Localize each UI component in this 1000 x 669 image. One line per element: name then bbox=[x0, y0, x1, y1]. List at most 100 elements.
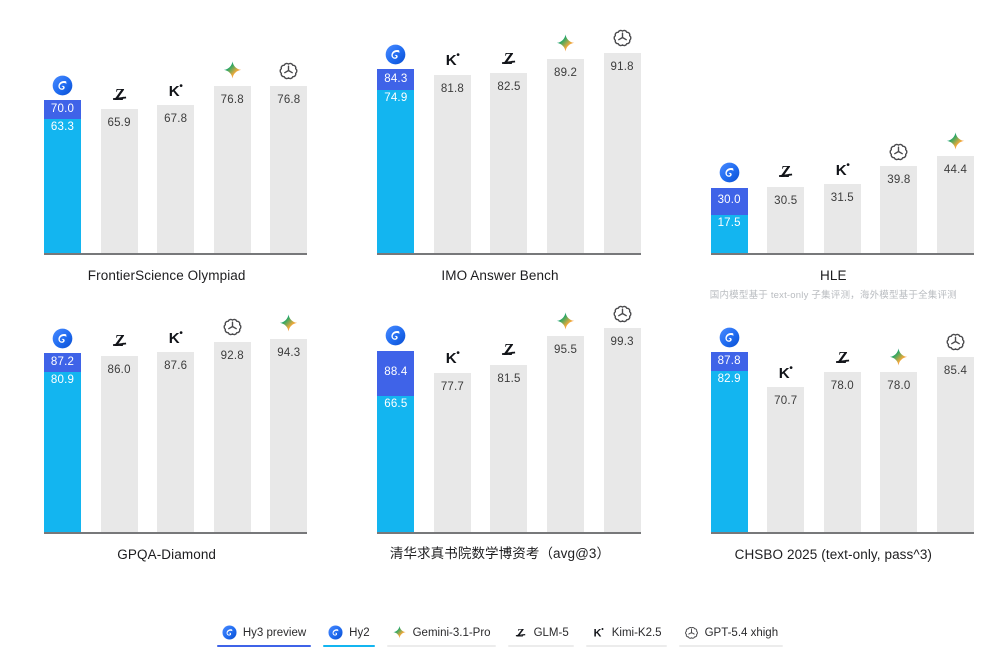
bar-gray: 70.7 K bbox=[767, 364, 805, 532]
bar-column[interactable]: 89.2 bbox=[547, 34, 585, 253]
glm-z-icon: Z bbox=[108, 83, 130, 105]
bar-segment-hy3: 30.0 bbox=[710, 187, 748, 215]
svg-text:Z: Z bbox=[516, 626, 524, 639]
bar-column[interactable]: 92.8 bbox=[213, 319, 251, 532]
bar-value: 78.0 bbox=[887, 380, 911, 393]
axis-baseline bbox=[44, 253, 308, 255]
bar-column[interactable]: 81.8 K bbox=[433, 35, 471, 253]
bar-column[interactable]: 30.5 Z bbox=[767, 35, 805, 253]
bar-group: 87.8 82.9 70.7 K 78.0 Z 78.0 85.4 bbox=[710, 327, 974, 532]
legend-item[interactable]: Hy3 preview bbox=[211, 625, 317, 647]
bar-column[interactable]: 30.0 17.5 bbox=[710, 35, 748, 253]
chart-panel: 84.3 74.9 81.8 K 82.5 Z 89.2 91.8 IMO Answer Ben… bbox=[333, 0, 666, 305]
bar-column[interactable]: 31.5 K bbox=[823, 35, 861, 253]
bar-value: 86.0 bbox=[107, 363, 131, 376]
bar-gray: 95.5 bbox=[547, 312, 585, 532]
bar-gray: 39.8 bbox=[880, 143, 918, 253]
axis-baseline bbox=[377, 532, 641, 534]
legend-item[interactable]: Gemini-3.1-Pro bbox=[381, 625, 502, 647]
bar-column[interactable]: 99.3 bbox=[603, 305, 641, 532]
bar-column[interactable]: 95.5 bbox=[547, 312, 585, 532]
bar-value-hy3: 30.0 bbox=[717, 194, 741, 207]
bar-value: 91.8 bbox=[610, 60, 634, 73]
bar-gray: 65.9 Z bbox=[100, 85, 138, 253]
chart-panel: 70.0 63.3 65.9 Z 67.8 K 76.8 76.8 FrontierScienc… bbox=[0, 0, 333, 305]
svg-text:K: K bbox=[446, 52, 457, 69]
bar-column[interactable]: 70.0 63.3 bbox=[44, 35, 81, 253]
bar-value: 81.8 bbox=[440, 82, 464, 95]
axis-baseline bbox=[44, 532, 308, 534]
bar-value: 95.5 bbox=[553, 344, 578, 357]
axis-baseline bbox=[710, 253, 974, 255]
bar-group: 30.0 17.5 30.5 Z 31.5 K 39.8 44.4 bbox=[710, 35, 974, 253]
bar-value: 44.4 bbox=[943, 164, 968, 177]
openai-icon bbox=[944, 331, 966, 353]
bar-gray: 77.7 K bbox=[433, 350, 471, 532]
svg-text:K: K bbox=[169, 330, 180, 347]
glm-z-icon: Z bbox=[498, 339, 520, 361]
bar-column[interactable]: 87.8 82.9 bbox=[710, 327, 748, 532]
hunyuan-icon bbox=[385, 325, 407, 347]
bar-value: 70.7 bbox=[774, 395, 798, 408]
legend-item[interactable]: Z GLM-5 bbox=[502, 625, 580, 647]
bar-column[interactable]: 84.3 74.9 bbox=[377, 35, 415, 253]
legend-underline bbox=[585, 645, 667, 647]
legend: Hy3 preview Hy2 Gemini-3.1-Pro Z GLM-5 K Kimi-… bbox=[0, 625, 1000, 647]
bar-column[interactable]: 70.7 K bbox=[767, 327, 805, 532]
bar-segment-hy2: 17.5 bbox=[710, 214, 748, 253]
bar-value-hy2: 74.9 bbox=[384, 91, 408, 104]
gemini-sparkle-icon bbox=[555, 310, 577, 332]
glm-z-icon: Z bbox=[775, 161, 797, 183]
bar-column[interactable]: 76.8 bbox=[213, 35, 251, 253]
bar-gray: 87.6 K bbox=[157, 330, 195, 532]
glm-z-icon: Z bbox=[108, 330, 130, 352]
bar-stacked-hunyuan: 87.2 80.9 bbox=[44, 328, 81, 532]
bar-value: 81.5 bbox=[497, 372, 521, 385]
bar-gray: 76.8 bbox=[213, 61, 251, 253]
openai-icon bbox=[611, 27, 633, 49]
bar-column[interactable]: 77.7 K bbox=[433, 327, 471, 532]
bar-gray: 85.4 bbox=[936, 334, 974, 532]
bar-column[interactable]: 88.4 66.5 bbox=[377, 325, 415, 532]
bar-segment-hy3: 70.0 bbox=[44, 100, 81, 120]
hunyuan-icon bbox=[222, 625, 237, 640]
legend-underline bbox=[386, 645, 496, 647]
bar-stacked-hunyuan: 87.8 82.9 bbox=[710, 327, 748, 532]
bar-group: 88.4 66.5 77.7 K 81.5 Z 95.5 99.3 bbox=[377, 305, 641, 532]
axis-baseline bbox=[710, 532, 974, 534]
bar-column[interactable]: 76.8 bbox=[270, 35, 308, 253]
legend-label: Hy3 preview bbox=[242, 626, 307, 639]
legend-label: GPT-5.4 xhigh bbox=[704, 626, 779, 639]
bar-gray: 92.8 bbox=[213, 319, 251, 532]
bar-column[interactable]: 91.8 bbox=[603, 30, 641, 253]
openai-icon bbox=[278, 60, 300, 82]
chart-title: IMO Answer Bench bbox=[441, 268, 559, 283]
legend-item[interactable]: K Kimi-K2.5 bbox=[580, 625, 673, 647]
bar-column[interactable]: 85.4 bbox=[936, 327, 974, 532]
legend-label: Gemini-3.1-Pro bbox=[412, 626, 491, 639]
bar-column[interactable]: 81.5 Z bbox=[490, 327, 528, 532]
bar-column[interactable]: 86.0 Z bbox=[100, 327, 138, 532]
bar-value: 87.6 bbox=[164, 360, 188, 373]
bar-column[interactable]: 78.0 bbox=[880, 327, 918, 532]
bar-value: 76.8 bbox=[220, 93, 244, 106]
bar-column[interactable]: 44.4 bbox=[936, 35, 974, 253]
gemini-sparkle-icon bbox=[888, 346, 910, 368]
bar-column[interactable]: 65.9 Z bbox=[100, 35, 138, 253]
bar-gray: 76.8 bbox=[270, 62, 308, 253]
bar-value-hy3: 84.3 bbox=[384, 72, 408, 85]
plot-area: 87.8 82.9 70.7 K 78.0 Z 78.0 85.4 bbox=[710, 327, 974, 534]
bar-column[interactable]: 78.0 Z bbox=[823, 327, 861, 532]
plot-area: 88.4 66.5 77.7 K 81.5 Z 95.5 99.3 bbox=[377, 305, 641, 534]
bar-column[interactable]: 94.3 bbox=[270, 314, 308, 532]
bar-value: 65.9 bbox=[107, 117, 131, 130]
bar-column[interactable]: 87.6 K bbox=[157, 327, 195, 532]
bar-column[interactable]: 67.8 K bbox=[157, 35, 195, 253]
legend-item[interactable]: Hy2 bbox=[317, 625, 380, 647]
bar-column[interactable]: 82.5 Z bbox=[490, 35, 528, 253]
bar-column[interactable]: 39.8 bbox=[880, 35, 918, 253]
legend-item[interactable]: GPT-5.4 xhigh bbox=[673, 625, 790, 647]
legend-underline bbox=[323, 645, 375, 647]
bar-column[interactable]: 87.2 80.9 bbox=[44, 327, 81, 532]
